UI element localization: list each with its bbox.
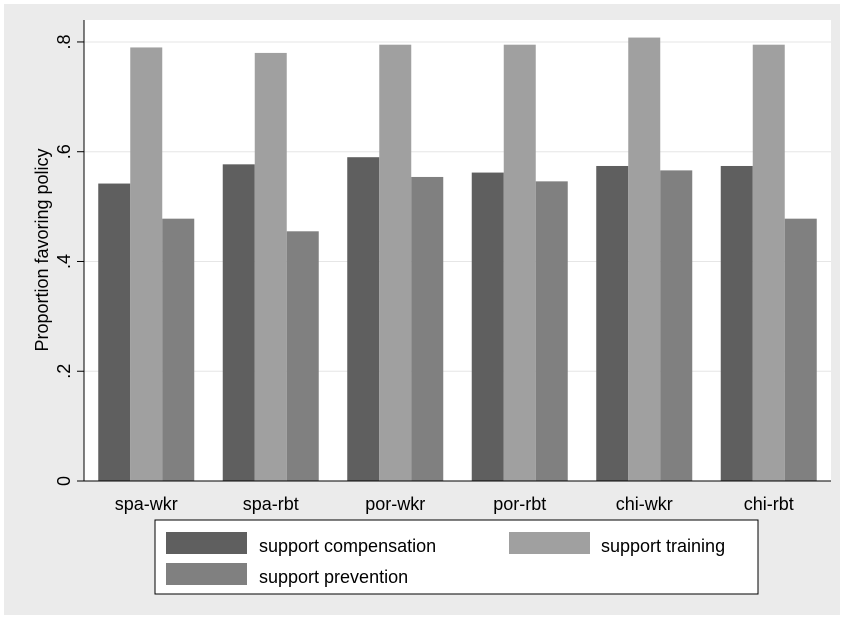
legend-swatch xyxy=(509,532,590,554)
y-tick-label: .6 xyxy=(54,144,74,159)
bar-por-rbt-support-compensation xyxy=(471,172,504,482)
bar-por-wkr-support-compensation xyxy=(347,157,380,481)
bar-chi-wkr-support-training xyxy=(628,37,661,482)
y-tick-label: .8 xyxy=(54,34,74,49)
plot-area xyxy=(84,20,831,481)
bar-chi-wkr-support-compensation xyxy=(596,165,629,481)
axes xyxy=(83,20,831,482)
legend-label: support training xyxy=(601,536,725,556)
y-tick-label: .4 xyxy=(54,254,74,269)
bar-spa-wkr-support-training xyxy=(130,47,163,481)
x-tick-label: spa-wkr xyxy=(115,494,178,514)
x-tick-label: por-rbt xyxy=(493,494,546,514)
x-ticks: spa-wkr spa-rbt por-wkr por-rbt chi-wkr chi-r… xyxy=(115,494,794,514)
bar-spa-wkr-support-prevention xyxy=(162,218,195,481)
legend-swatch xyxy=(166,532,247,554)
x-tick-label: por-wkr xyxy=(365,494,425,514)
gridlines xyxy=(84,41,831,372)
bar-por-rbt-support-training xyxy=(503,44,536,481)
y-ticks: 0 .2 .4 .6 .8 xyxy=(54,34,84,486)
bar-spa-rbt-support-training xyxy=(254,52,287,482)
bar-spa-wkr-support-compensation xyxy=(98,183,131,482)
bar-por-wkr-support-training xyxy=(379,44,412,481)
y-axis-title: Proportion favoring policy xyxy=(32,148,52,351)
bar-chi-wkr-support-prevention xyxy=(660,170,693,481)
x-tick-label: chi-rbt xyxy=(744,494,794,514)
legend: support compensation support training supp… xyxy=(154,519,759,595)
legend-label: support prevention xyxy=(259,567,408,587)
legend-box xyxy=(154,519,759,595)
y-tick-label: .2 xyxy=(54,364,74,379)
bar-spa-rbt-support-compensation xyxy=(222,164,255,481)
bar-spa-rbt-support-prevention xyxy=(286,231,319,481)
y-tick-label: 0 xyxy=(54,476,74,486)
bar-por-wkr-support-prevention xyxy=(411,176,444,481)
x-tick-label: chi-wkr xyxy=(616,494,673,514)
bars xyxy=(98,37,817,482)
bar-chi-rbt-support-training xyxy=(752,44,785,481)
bar-chi-rbt-support-compensation xyxy=(720,165,753,481)
x-tick-label: spa-rbt xyxy=(243,494,299,514)
bar-por-rbt-support-prevention xyxy=(535,181,568,481)
legend-swatch xyxy=(166,563,247,585)
legend-label: support compensation xyxy=(259,536,436,556)
bar-chi-rbt-support-prevention xyxy=(784,218,817,481)
